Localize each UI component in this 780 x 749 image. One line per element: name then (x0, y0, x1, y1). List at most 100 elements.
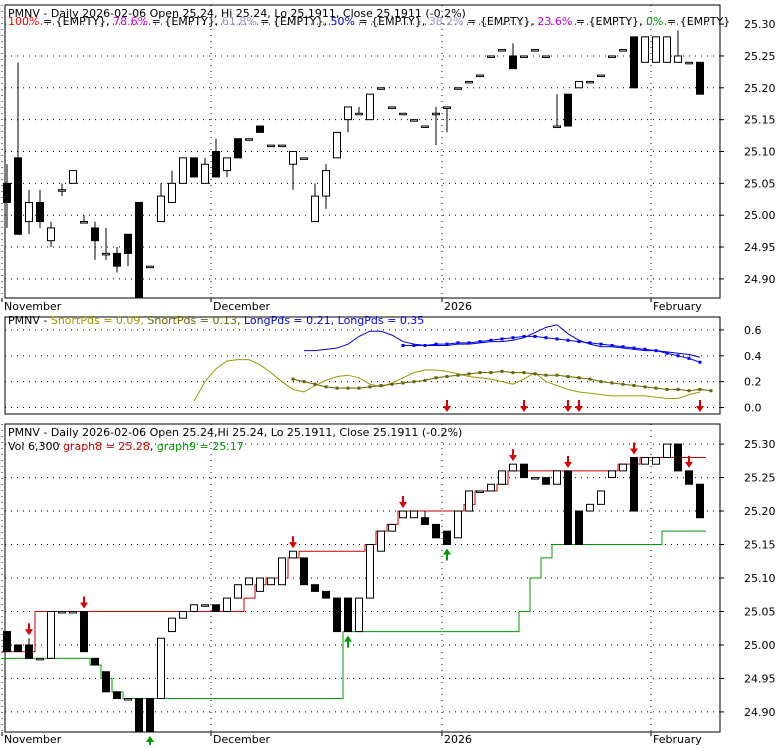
indicator-panel-tick-label: 0.6 (744, 324, 762, 337)
indicator-panel-tick-label: 0.0 (744, 402, 762, 415)
signal-panel-candle-body (278, 557, 286, 586)
signal-panel-candle-body (344, 597, 352, 633)
indicator-series-point (489, 338, 493, 342)
indicator-series-point (654, 349, 658, 353)
price-panel-candle-body (531, 49, 539, 52)
indicator-panel-title: PMNV - ShortPds = 0.09, ShortPds = 0.13,… (8, 314, 424, 327)
indicator-series-point (467, 341, 471, 345)
price-panel-candle-body (311, 195, 319, 223)
signal-panel-candle-body (630, 456, 638, 512)
price-panel-candle-body (256, 125, 264, 133)
price-panel-candle-body (344, 106, 352, 121)
indicator-series-point (511, 336, 515, 340)
signal-panel-candle-body (25, 644, 33, 659)
indicator-series-point (588, 377, 592, 381)
signal-panel-candle-body (333, 597, 341, 633)
price-panel-candle-body (146, 265, 154, 269)
price-panel-candle-body (377, 87, 385, 90)
signal-panel-x-label: December (213, 733, 271, 745)
signal-panel-candle-body (91, 657, 99, 666)
signal-panel-candle-body (663, 443, 671, 458)
price-panel-candle-body (14, 157, 22, 235)
price-panel-candle-body (80, 221, 88, 224)
signal-panel-candle-body (685, 470, 693, 485)
indicator-series-point (467, 372, 471, 376)
price-panel-x-label: December (213, 300, 271, 313)
signal-panel-candle-body (454, 510, 462, 539)
indicator-series-point (423, 343, 427, 347)
signal-panel-candle-body (135, 698, 143, 733)
signal-panel-candle-body (531, 477, 539, 480)
indicator-panel-tick-label: 0.4 (744, 350, 762, 363)
signal-panel-candle-body (476, 490, 484, 493)
indicator-series-point (511, 371, 515, 375)
price-panel-tick-label: 25.20 (744, 82, 776, 95)
signal-panel-tick-label: 24.90 (744, 706, 776, 719)
price-panel-candle-body (124, 233, 132, 254)
price-panel-candle-body (498, 49, 506, 52)
indicator-series-point (533, 372, 537, 376)
price-panel-tick-label: 24.90 (744, 273, 776, 286)
indicator-series-point (401, 343, 405, 347)
indicator-series-point (698, 360, 702, 364)
sell-signal-arrow (289, 542, 297, 549)
signal-panel-title: PMNV - Daily 2026-02-06 Open 25.24,Hi 25… (8, 426, 462, 439)
indicator-signal-arrow (564, 406, 572, 412)
indicator-series-point (313, 382, 317, 386)
price-panel-candle-body (157, 195, 165, 223)
sell-signal-arrow (685, 461, 693, 468)
price-panel-candle-body (223, 157, 231, 172)
indicator-series-point (434, 342, 438, 346)
price-panel-candle-body (278, 144, 286, 148)
signal-panel-candle-body (58, 610, 66, 614)
signal-panel-candle-body (157, 637, 165, 700)
indicator-series-point (621, 382, 625, 386)
price-panel-candle-body (102, 252, 110, 256)
price-panel-tick-label: 25.30 (744, 18, 776, 31)
signal-panel-subtitle: Vol 6,300 graph8 = 25.28, graph9 = 25.17 (8, 440, 244, 453)
price-panel-candle-body (641, 36, 649, 63)
price-panel-candle-body (135, 201, 143, 299)
indicator-series-point (687, 356, 691, 360)
indicator-series-point (489, 371, 493, 375)
price-panel-tick-label: 25.05 (744, 177, 776, 190)
signal-panel-candle-body (80, 610, 88, 653)
signal-panel-candle-body (674, 443, 682, 472)
indicator-series-point (401, 381, 405, 385)
signal-panel-candle-body (14, 644, 22, 653)
price-panel-candle-body (289, 151, 297, 165)
signal-panel-candle-body (465, 490, 473, 512)
price-panel-candle-body (300, 157, 308, 160)
price-panel-candle-body (597, 74, 605, 78)
price-panel-candle-body (652, 36, 660, 63)
price-panel-candle-body (410, 119, 418, 122)
signal-panel-candle-body (3, 631, 11, 653)
price-panel-candle-body (421, 125, 429, 129)
indicator-series-point (577, 376, 581, 380)
indicator-signal-arrow (575, 406, 583, 412)
price-panel-candle-body (91, 227, 99, 242)
indicator-series-point (368, 385, 372, 389)
signal-panel-candle-body (696, 483, 704, 519)
indicator-series-point (522, 334, 526, 338)
indicator-panel-tick-label: 0.2 (744, 376, 762, 389)
price-panel-title: PMNV - Daily 2026-02-06 Open 25.24, Hi 2… (8, 7, 466, 20)
signal-panel-candle-body (619, 463, 627, 472)
buy-signal-arrow (443, 548, 451, 555)
indicator-series-point (632, 346, 636, 350)
indicator-series-point (566, 374, 570, 378)
signal-panel-candle-body (542, 477, 550, 485)
price-panel-candle-body (47, 227, 55, 242)
indicator-series-point (379, 384, 383, 388)
indicator-series-point (577, 340, 581, 344)
signal-panel-candle-body (245, 577, 253, 586)
price-panel-frame (4, 4, 721, 299)
signal-panel-candle-body (289, 550, 297, 559)
signal-panel-candle-body (223, 597, 231, 612)
signal-panel-candle-body (168, 617, 176, 633)
indicator-series-point (324, 385, 328, 389)
price-panel-tick-label: 24.95 (744, 241, 776, 254)
indicator-series-point (346, 386, 350, 390)
price-panel-candle-body (432, 112, 440, 116)
signal-panel-tick-label: 25.30 (744, 438, 776, 451)
